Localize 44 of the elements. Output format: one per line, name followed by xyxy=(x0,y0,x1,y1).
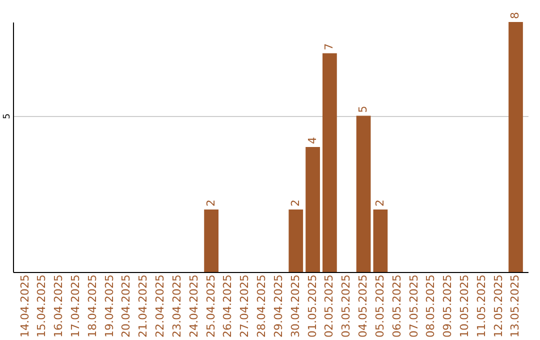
data-label: 5 xyxy=(356,106,370,113)
x-tick-label: 03.05.2025 xyxy=(340,274,353,338)
data-label: 4 xyxy=(306,137,319,144)
x-tick-label: 28.04.2025 xyxy=(255,274,268,338)
x-tick-label: 02.05.2025 xyxy=(322,274,336,338)
x-tick-label: 27.04.2025 xyxy=(238,274,252,338)
x-tick-label: 23.04.2025 xyxy=(170,274,184,338)
x-tick-label: 12.05.2025 xyxy=(492,274,505,338)
bar xyxy=(204,210,218,272)
x-tick-label: 22.04.2025 xyxy=(154,274,167,338)
x-tick-label: 18.04.2025 xyxy=(86,274,99,338)
x-tick-label: 08.05.2025 xyxy=(424,274,438,338)
data-label: 2 xyxy=(288,200,302,206)
x-tick-label: 29.04.2025 xyxy=(272,274,285,338)
x-tick-label: 30.04.2025 xyxy=(288,274,302,338)
x-tick-label: 21.04.2025 xyxy=(136,274,150,338)
x-tick-label: 07.05.2025 xyxy=(407,274,420,338)
x-tick-label: 11.05.2025 xyxy=(474,274,488,338)
data-label: 2 xyxy=(204,200,218,206)
x-tick-label: 16.04.2025 xyxy=(52,274,66,338)
x-tick-label: 06.05.2025 xyxy=(390,274,404,338)
bar xyxy=(373,210,388,272)
x-tick-label: 09.05.2025 xyxy=(441,274,454,338)
x-tick-label: 26.04.2025 xyxy=(221,274,234,338)
data-label: 8 xyxy=(508,12,522,19)
x-tick-label: 14.04.2025 xyxy=(18,274,32,338)
bar xyxy=(306,147,320,272)
x-tick-label: 13.05.2025 xyxy=(508,274,522,338)
x-tick-label: 15.04.2025 xyxy=(35,274,48,338)
x-tick-label: 24.04.2025 xyxy=(187,274,200,338)
x-tick-label: 17.04.2025 xyxy=(69,274,82,338)
bar xyxy=(322,53,337,272)
data-label: 7 xyxy=(322,43,336,50)
bar xyxy=(288,210,304,272)
x-tick-label: 05.05.2025 xyxy=(373,274,386,338)
x-tick-label: 25.04.2025 xyxy=(204,274,218,338)
x-tick-label: 20.04.2025 xyxy=(120,274,133,338)
bar xyxy=(356,116,371,272)
bar xyxy=(508,22,523,272)
x-tick-label: 10.05.2025 xyxy=(458,274,471,338)
x-tick-label: 04.05.2025 xyxy=(356,274,370,338)
data-label: 2 xyxy=(373,200,386,206)
x-tick-label: 19.04.2025 xyxy=(102,274,116,338)
x-tick-label: 01.05.2025 xyxy=(306,274,319,338)
